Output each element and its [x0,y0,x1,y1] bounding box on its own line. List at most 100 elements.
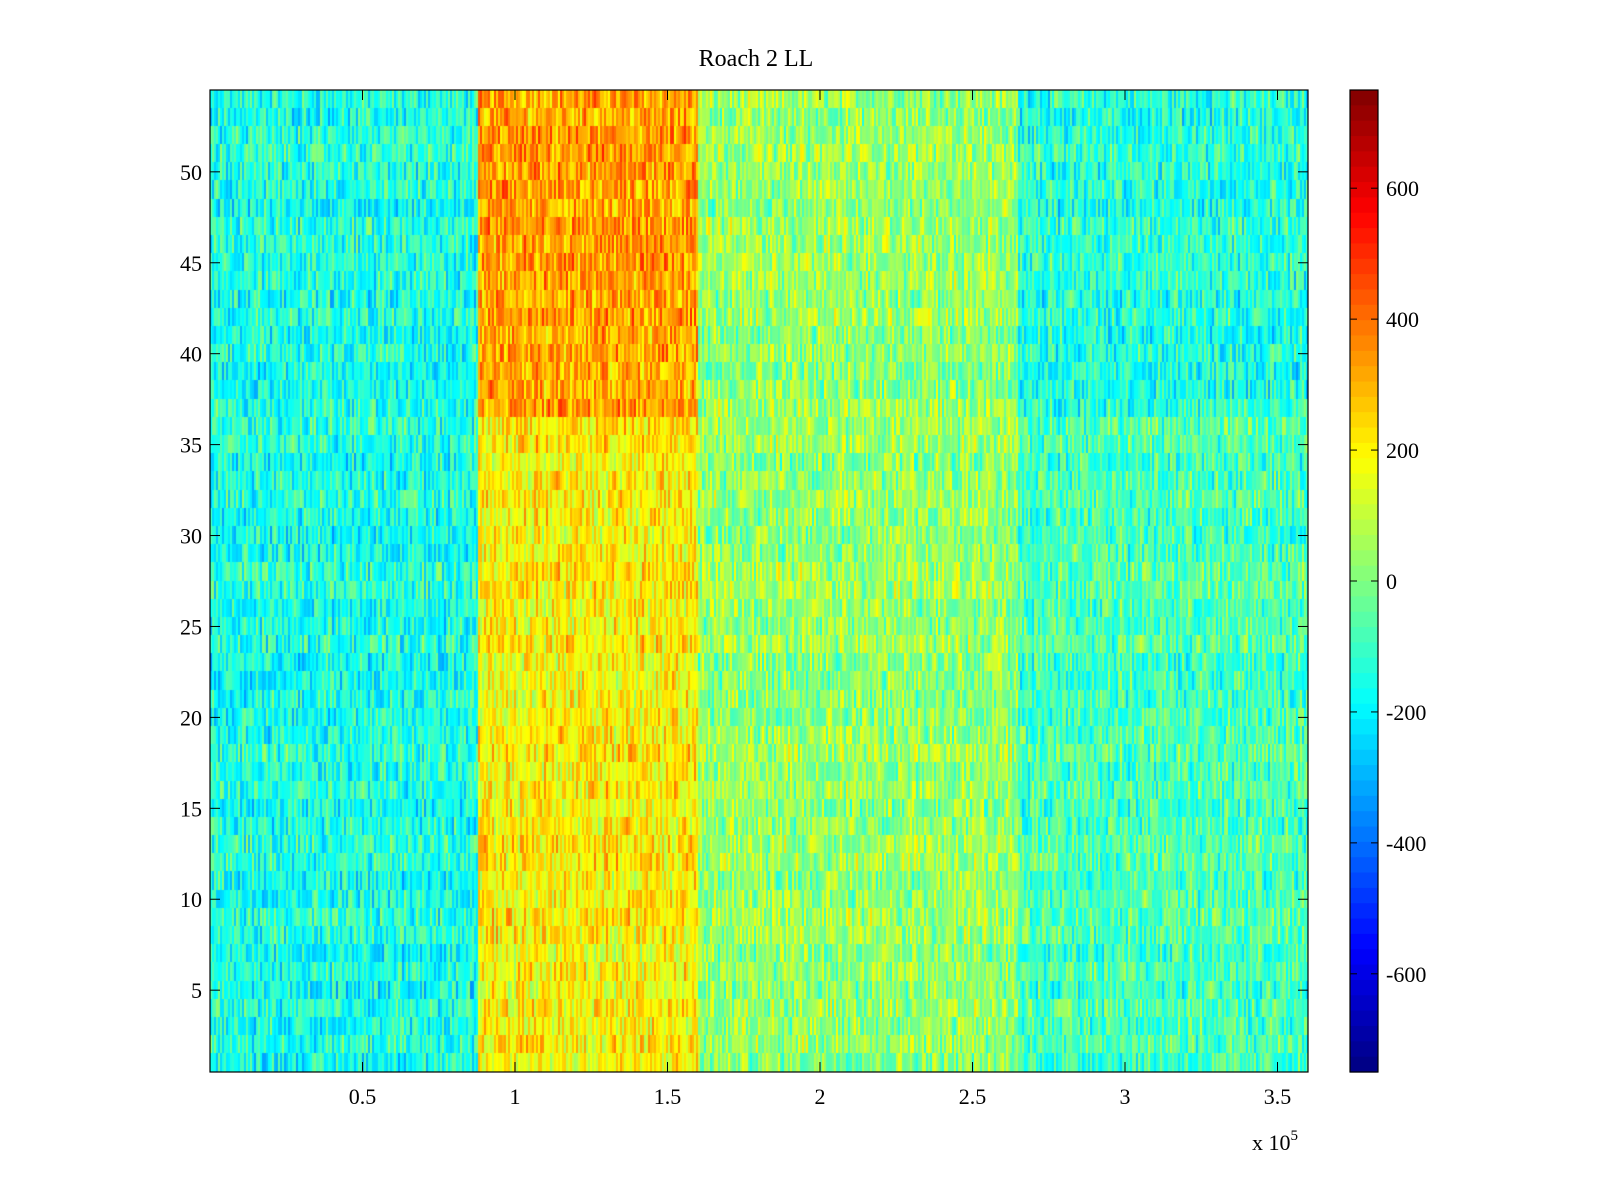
y-tick-label: 5 [191,978,202,1003]
colorbar-segment [1350,627,1378,643]
x-tick-label: 2 [815,1084,826,1109]
colorbar-segment [1350,228,1378,245]
colorbar-tick-label: 600 [1386,176,1419,201]
colorbar-segment [1350,166,1378,183]
colorbar-segment [1350,872,1378,889]
y-axis: 5 10 15 20 25 30 35 40 45 50 [180,160,1308,1003]
y-tick-label: 25 [180,614,202,639]
colorbar-segment [1350,949,1378,966]
colorbar-segment [1350,995,1378,1012]
colorbar-segment [1350,903,1378,920]
x-exponent-power: 5 [1291,1128,1299,1144]
colorbar-segment [1350,565,1378,582]
colorbar-segment [1350,765,1378,782]
colorbar-segment [1350,274,1378,291]
colorbar-segment [1350,335,1378,352]
colorbar-segment [1350,534,1378,551]
chart-title: Roach 2 LL [699,46,814,72]
colorbar-tick-label: 200 [1386,438,1419,463]
colorbar-segment [1350,1025,1378,1042]
colorbar-segment [1350,795,1378,812]
colorbar-segment [1350,642,1378,659]
colorbar-segment [1350,151,1378,168]
x-tick-label: 1.5 [654,1084,682,1109]
colorbar-segment [1350,1056,1378,1073]
colorbar-segment [1350,442,1378,459]
colorbar-segment [1350,857,1378,874]
colorbar-segment [1350,243,1378,260]
colorbar-segment [1350,197,1378,214]
colorbar-segment [1350,887,1378,904]
y-tick-label: 10 [180,887,202,912]
x-exponent-base: x 10 [1252,1130,1291,1155]
colorbar-tick-label: -400 [1386,831,1426,856]
colorbar-segment [1350,749,1378,766]
y-tick-label: 40 [180,342,202,367]
colorbar-segment [1350,304,1378,321]
colorbar-segment [1350,366,1378,383]
colorbar-tick-label: -600 [1386,962,1426,987]
colorbar-segment [1350,1010,1378,1027]
colorbar-segment [1350,289,1378,306]
colorbar-segment [1350,688,1378,705]
colorbar-segment [1350,458,1378,475]
y-tick-label: 15 [180,796,202,821]
colorbar-tick-label: 0 [1386,569,1397,594]
colorbar-segment [1350,841,1378,858]
y-tick-label: 45 [180,251,202,276]
x-axis: 0.5 1 1.5 2 2.5 3 3.5 [349,90,1292,1109]
colorbar-segment [1350,703,1378,720]
colorbar-segment [1350,350,1378,367]
y-tick-label: 20 [180,705,202,730]
colorbar-segment [1350,320,1378,337]
colorbar-segment [1350,673,1378,690]
colorbar-segment [1350,780,1378,797]
colorbar-segment [1350,719,1378,736]
colorbar-segment [1350,136,1378,152]
colorbar-segment [1350,811,1378,828]
colorbar-segment [1350,596,1378,613]
colorbar-segment [1350,504,1378,521]
colorbar-segment [1350,258,1378,275]
colorbar-segment [1350,488,1378,505]
colorbar [1350,90,1378,1073]
x-tick-label: 3.5 [1264,1084,1292,1109]
colorbar-segment [1350,396,1378,413]
colorbar-segment [1350,734,1378,751]
y-tick-label: 30 [180,524,202,549]
colorbar-segment [1350,979,1378,996]
x-tick-label: 3 [1120,1084,1131,1109]
x-axis-exponent: x 105 [1252,1128,1298,1155]
x-tick-label: 2.5 [959,1084,987,1109]
colorbar-segment [1350,381,1378,398]
colorbar-tick-label: -200 [1386,700,1426,725]
x-tick-label: 1 [510,1084,521,1109]
colorbar-segment [1350,550,1378,567]
colorbar-segment [1350,657,1378,674]
heatmap [210,90,1308,1072]
colorbar-segment [1350,105,1378,122]
colorbar-segment [1350,581,1378,597]
colorbar-segment [1350,90,1378,106]
colorbar-axis: 600 400 200 0 -200 -400 -600 [1350,176,1426,987]
y-tick-label: 35 [180,433,202,458]
colorbar-segment [1350,212,1378,229]
colorbar-segment [1350,918,1378,935]
colorbar-segment [1350,519,1378,536]
colorbar-segment [1350,120,1378,137]
plot-frame [209,89,1309,1073]
y-tick-label: 50 [180,160,202,185]
colorbar-segment [1350,1041,1378,1058]
colorbar-segment [1350,182,1378,199]
colorbar-segment [1350,826,1378,843]
colorbar-segment [1350,611,1378,628]
colorbar-segment [1350,473,1378,490]
colorbar-segment [1350,412,1378,429]
x-tick-label: 0.5 [349,1084,377,1109]
heatmap-image [210,90,1308,1072]
colorbar-tick-label: 400 [1386,307,1419,332]
colorbar-segment [1350,427,1378,444]
colorbar-segment [1350,933,1378,950]
colorbar-segment [1350,964,1378,981]
